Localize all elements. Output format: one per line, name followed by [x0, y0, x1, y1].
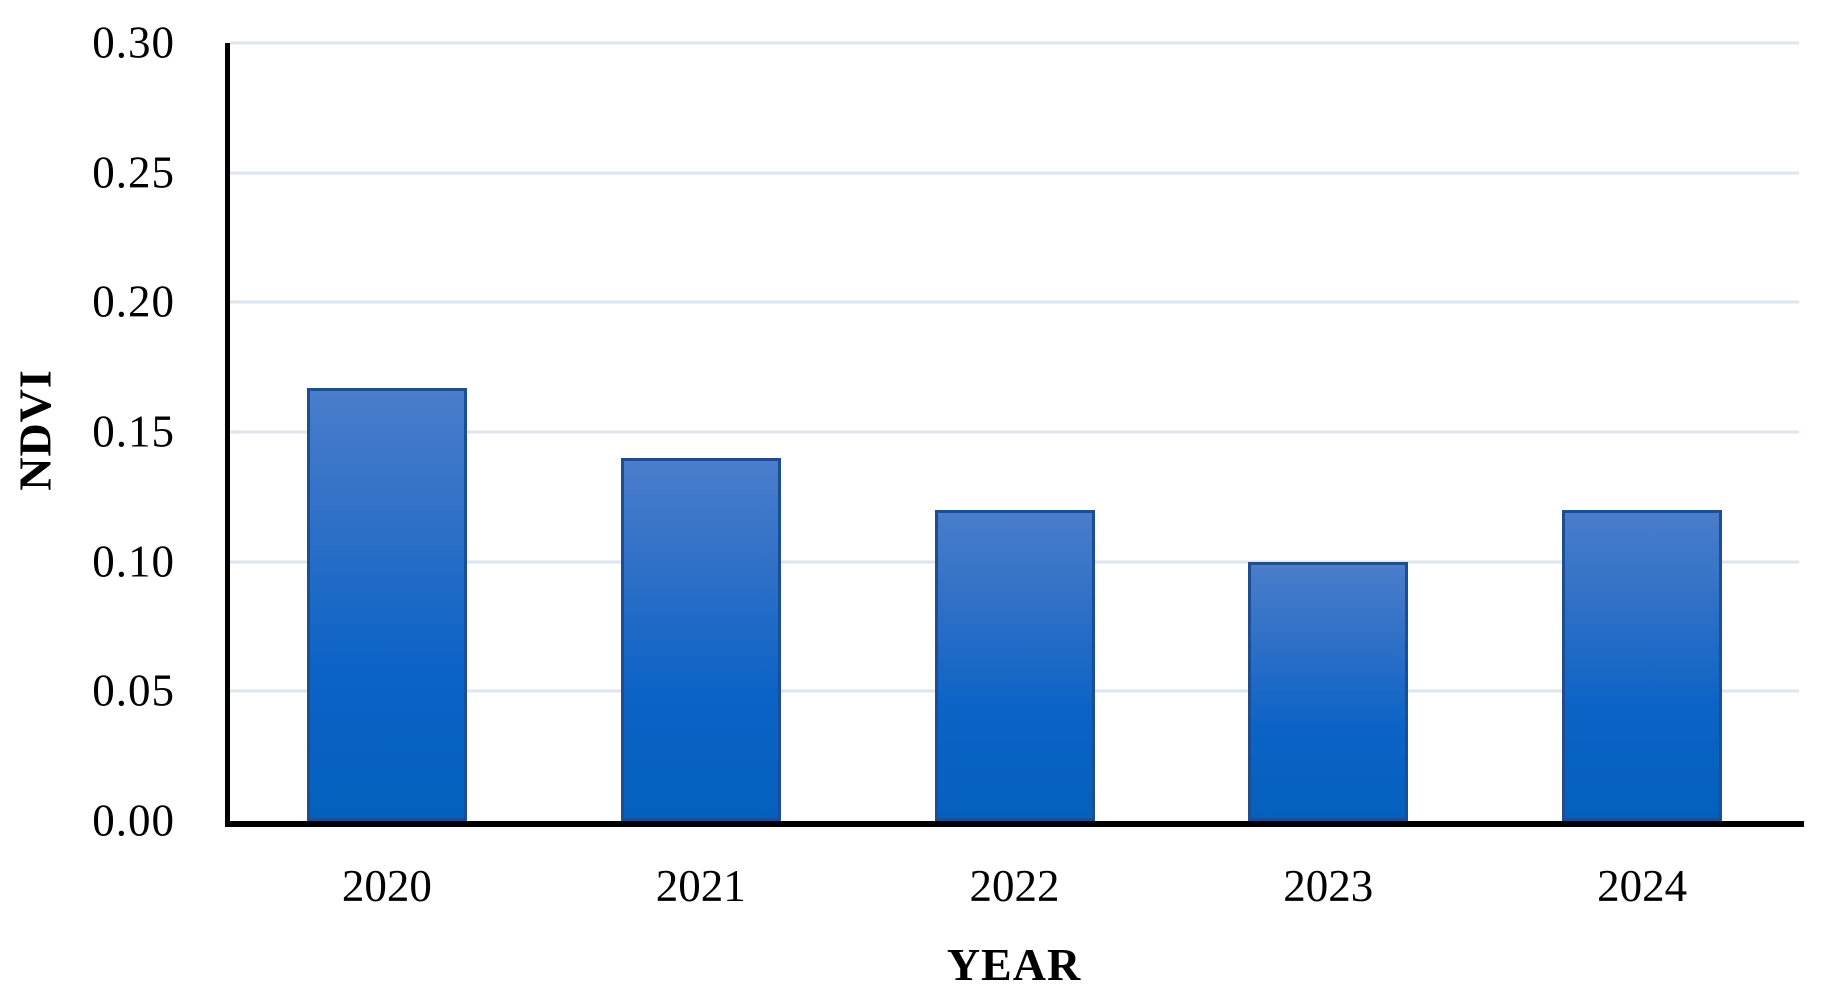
x-tick-label-2023: 2023 [1283, 861, 1374, 911]
y-axis-line [225, 43, 230, 821]
x-tick-label-2020: 2020 [341, 861, 432, 911]
gridline-0.25 [230, 171, 1799, 175]
y-tick-label-0.15: 0.15 [92, 406, 175, 457]
x-tick-label-2024: 2024 [1597, 861, 1688, 911]
y-tick-label-0.30: 0.30 [92, 17, 175, 68]
gridline-0.20 [230, 300, 1799, 304]
x-tick-label-2021: 2021 [655, 861, 746, 911]
bar-2023 [1248, 561, 1409, 821]
bar-2024 [1562, 509, 1723, 821]
x-tick-label-2022: 2022 [969, 861, 1060, 911]
y-axis-tick-labels: 0.30 0.25 0.20 0.15 0.10 0.05 0.00 [0, 20, 175, 843]
x-axis-line [225, 821, 1804, 827]
gridline-0.30 [230, 41, 1799, 45]
bar-2021 [620, 457, 781, 821]
plot-area [225, 41, 1804, 827]
bar-2020 [306, 387, 467, 821]
y-tick-label-0.00: 0.00 [92, 795, 175, 846]
y-tick-label-0.20: 0.20 [92, 276, 175, 327]
x-axis-title: YEAR [946, 939, 1082, 990]
x-axis-tick-labels: 2020 2021 2022 2023 2024 [230, 861, 1799, 918]
y-tick-label-0.05: 0.05 [92, 665, 175, 716]
bar-2022 [934, 509, 1095, 821]
y-tick-label-0.10: 0.10 [92, 536, 175, 587]
gridline-0.15 [230, 430, 1799, 434]
y-tick-label-0.25: 0.25 [92, 147, 175, 198]
